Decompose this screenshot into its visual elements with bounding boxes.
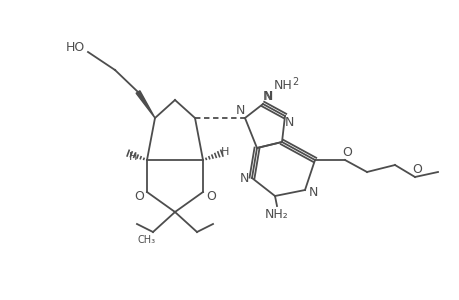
Text: N: N [262,89,271,103]
Text: H: H [129,152,137,162]
Text: N: N [308,185,317,199]
Text: CH₃: CH₃ [138,235,156,245]
Text: O: O [411,163,421,176]
Text: N: N [284,116,293,128]
Text: N: N [235,103,244,116]
Text: N: N [263,89,272,103]
Text: O: O [206,190,215,202]
Text: NH: NH [273,79,292,92]
Text: H: H [220,147,229,157]
Text: N: N [239,172,248,184]
Text: O: O [341,146,351,158]
Text: HO: HO [65,40,84,53]
Polygon shape [136,91,155,118]
Text: NH₂: NH₂ [264,208,288,220]
Text: O: O [134,190,144,202]
Text: 2: 2 [291,77,297,87]
